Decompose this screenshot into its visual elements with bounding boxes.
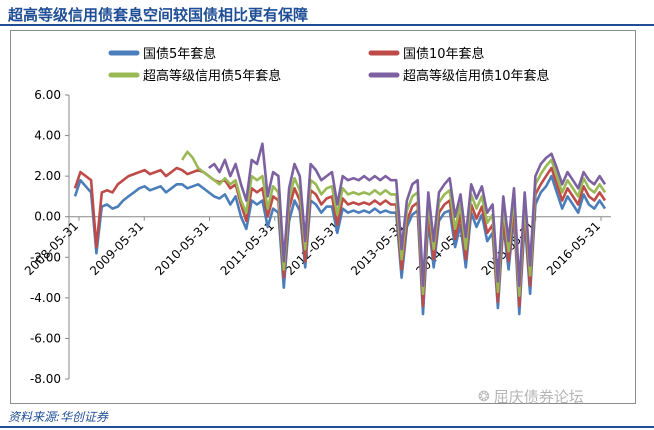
x-tick-label: 2016-05-31: [544, 219, 603, 278]
chart-title: 超高等级信用债套息空间较国债相比更有保障: [8, 6, 309, 24]
footer-rule: [0, 426, 654, 428]
y-tick-label: -2.00: [30, 250, 61, 264]
y-tick-label: -4.00: [30, 291, 61, 305]
watermark: ❂ 屈庆债券论坛: [478, 386, 584, 407]
legend-label-1: 国债5年套息: [143, 46, 216, 62]
source-note: 资料来源:华创证券: [8, 410, 109, 424]
wechat-icon: ❂: [478, 388, 490, 405]
legend-label-4: 超高等级信用债10年套息: [403, 68, 550, 84]
y-tick-label: 4.00: [34, 129, 61, 143]
y-tick-label: -8.00: [30, 372, 61, 386]
y-tick-label: 2.00: [34, 169, 61, 183]
legend-label-2: 国债10年套息: [403, 46, 485, 62]
legend-label-3: 超高等级信用债5年套息: [143, 68, 281, 84]
title-rule: [0, 24, 654, 26]
y-tick-label: 0.00: [34, 210, 61, 224]
x-tick-label: 2012-05-31: [283, 219, 342, 278]
y-tick-label: 6.00: [34, 88, 61, 102]
chart-frame: 6.00 4.00 2.00 0.00 -2.00 -4.00 -6.00 -8.00 2008…: [10, 30, 636, 404]
x-tick-label: 2008-05-31: [22, 219, 81, 278]
y-tick-label: -6.00: [30, 331, 61, 345]
watermark-text: 屈庆债券论坛: [493, 388, 584, 406]
line-chart: 6.00 4.00 2.00 0.00 -2.00 -4.00 -6.00 -8.00 2008…: [22, 46, 611, 386]
x-tick-label: 2010-05-31: [152, 219, 211, 278]
series-line-4: [208, 142, 607, 287]
